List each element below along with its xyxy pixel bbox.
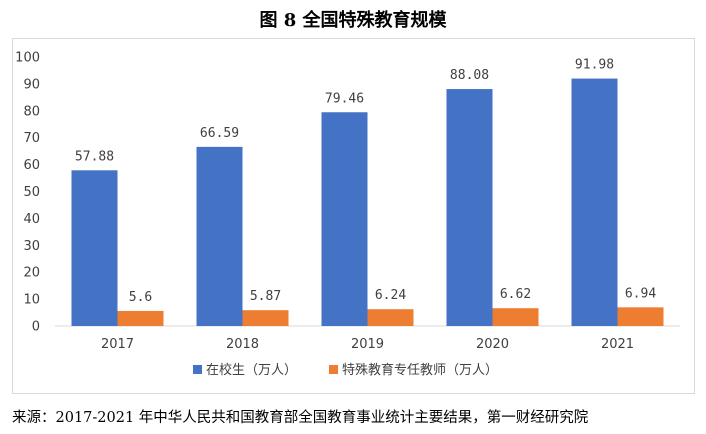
source-note: 来源：2017-2021 年中华人民共和国教育部全国教育事业统计主要结果，第一财… [12,410,589,426]
x-tick-label: 2017 [101,337,134,352]
x-tick-label: 2018 [226,337,259,352]
y-tick-label: 20 [23,266,40,281]
bar-chart: 0 10 20 30 40 50 60 70 80 90 100 57.88 5.6 2017 66.59 5… [15,51,680,378]
legend-swatch [329,365,338,374]
data-label: 57.88 [75,149,114,164]
data-label: 88.08 [450,68,489,83]
y-tick-label: 90 [23,77,40,92]
y-tick-label: 70 [23,131,40,146]
data-label: 91.98 [575,58,614,73]
y-tick-label: 40 [23,212,40,227]
bar-students [196,146,243,326]
data-label: 6.62 [500,287,531,302]
y-tick-label: 100 [15,51,40,66]
y-tick-label: 10 [23,293,40,308]
bar-students [571,78,618,327]
y-tick-label: 50 [23,185,40,200]
y-tick-label: 30 [23,239,40,254]
data-label: 66.59 [200,126,239,141]
bar-teachers [242,310,289,326]
bar-students [321,112,368,327]
legend-label: 特殊教育专任教师（万人） [342,362,498,378]
data-label: 6.94 [625,286,656,301]
x-tick-label: 2019 [351,337,384,352]
data-label: 6.24 [375,288,406,303]
y-tick-label: 0 [32,320,40,335]
bar-teachers [367,309,414,326]
legend-label: 在校生（万人） [206,362,297,378]
bar-students [71,170,118,326]
bar-students [446,89,493,327]
y-tick-label: 80 [23,104,40,119]
bar-teachers [117,310,164,326]
chart-frame [12,38,695,394]
data-label: 5.6 [129,290,152,305]
x-tick-label: 2021 [601,337,634,352]
bar-teachers [617,307,664,326]
legend-swatch [193,365,202,374]
x-tick-label: 2020 [476,337,509,352]
chart-title: 图 8 全国特殊教育规模 [259,10,447,31]
data-label: 79.46 [325,91,364,106]
y-tick-label: 60 [23,158,40,173]
data-label: 5.87 [250,289,281,304]
bar-teachers [492,308,539,326]
